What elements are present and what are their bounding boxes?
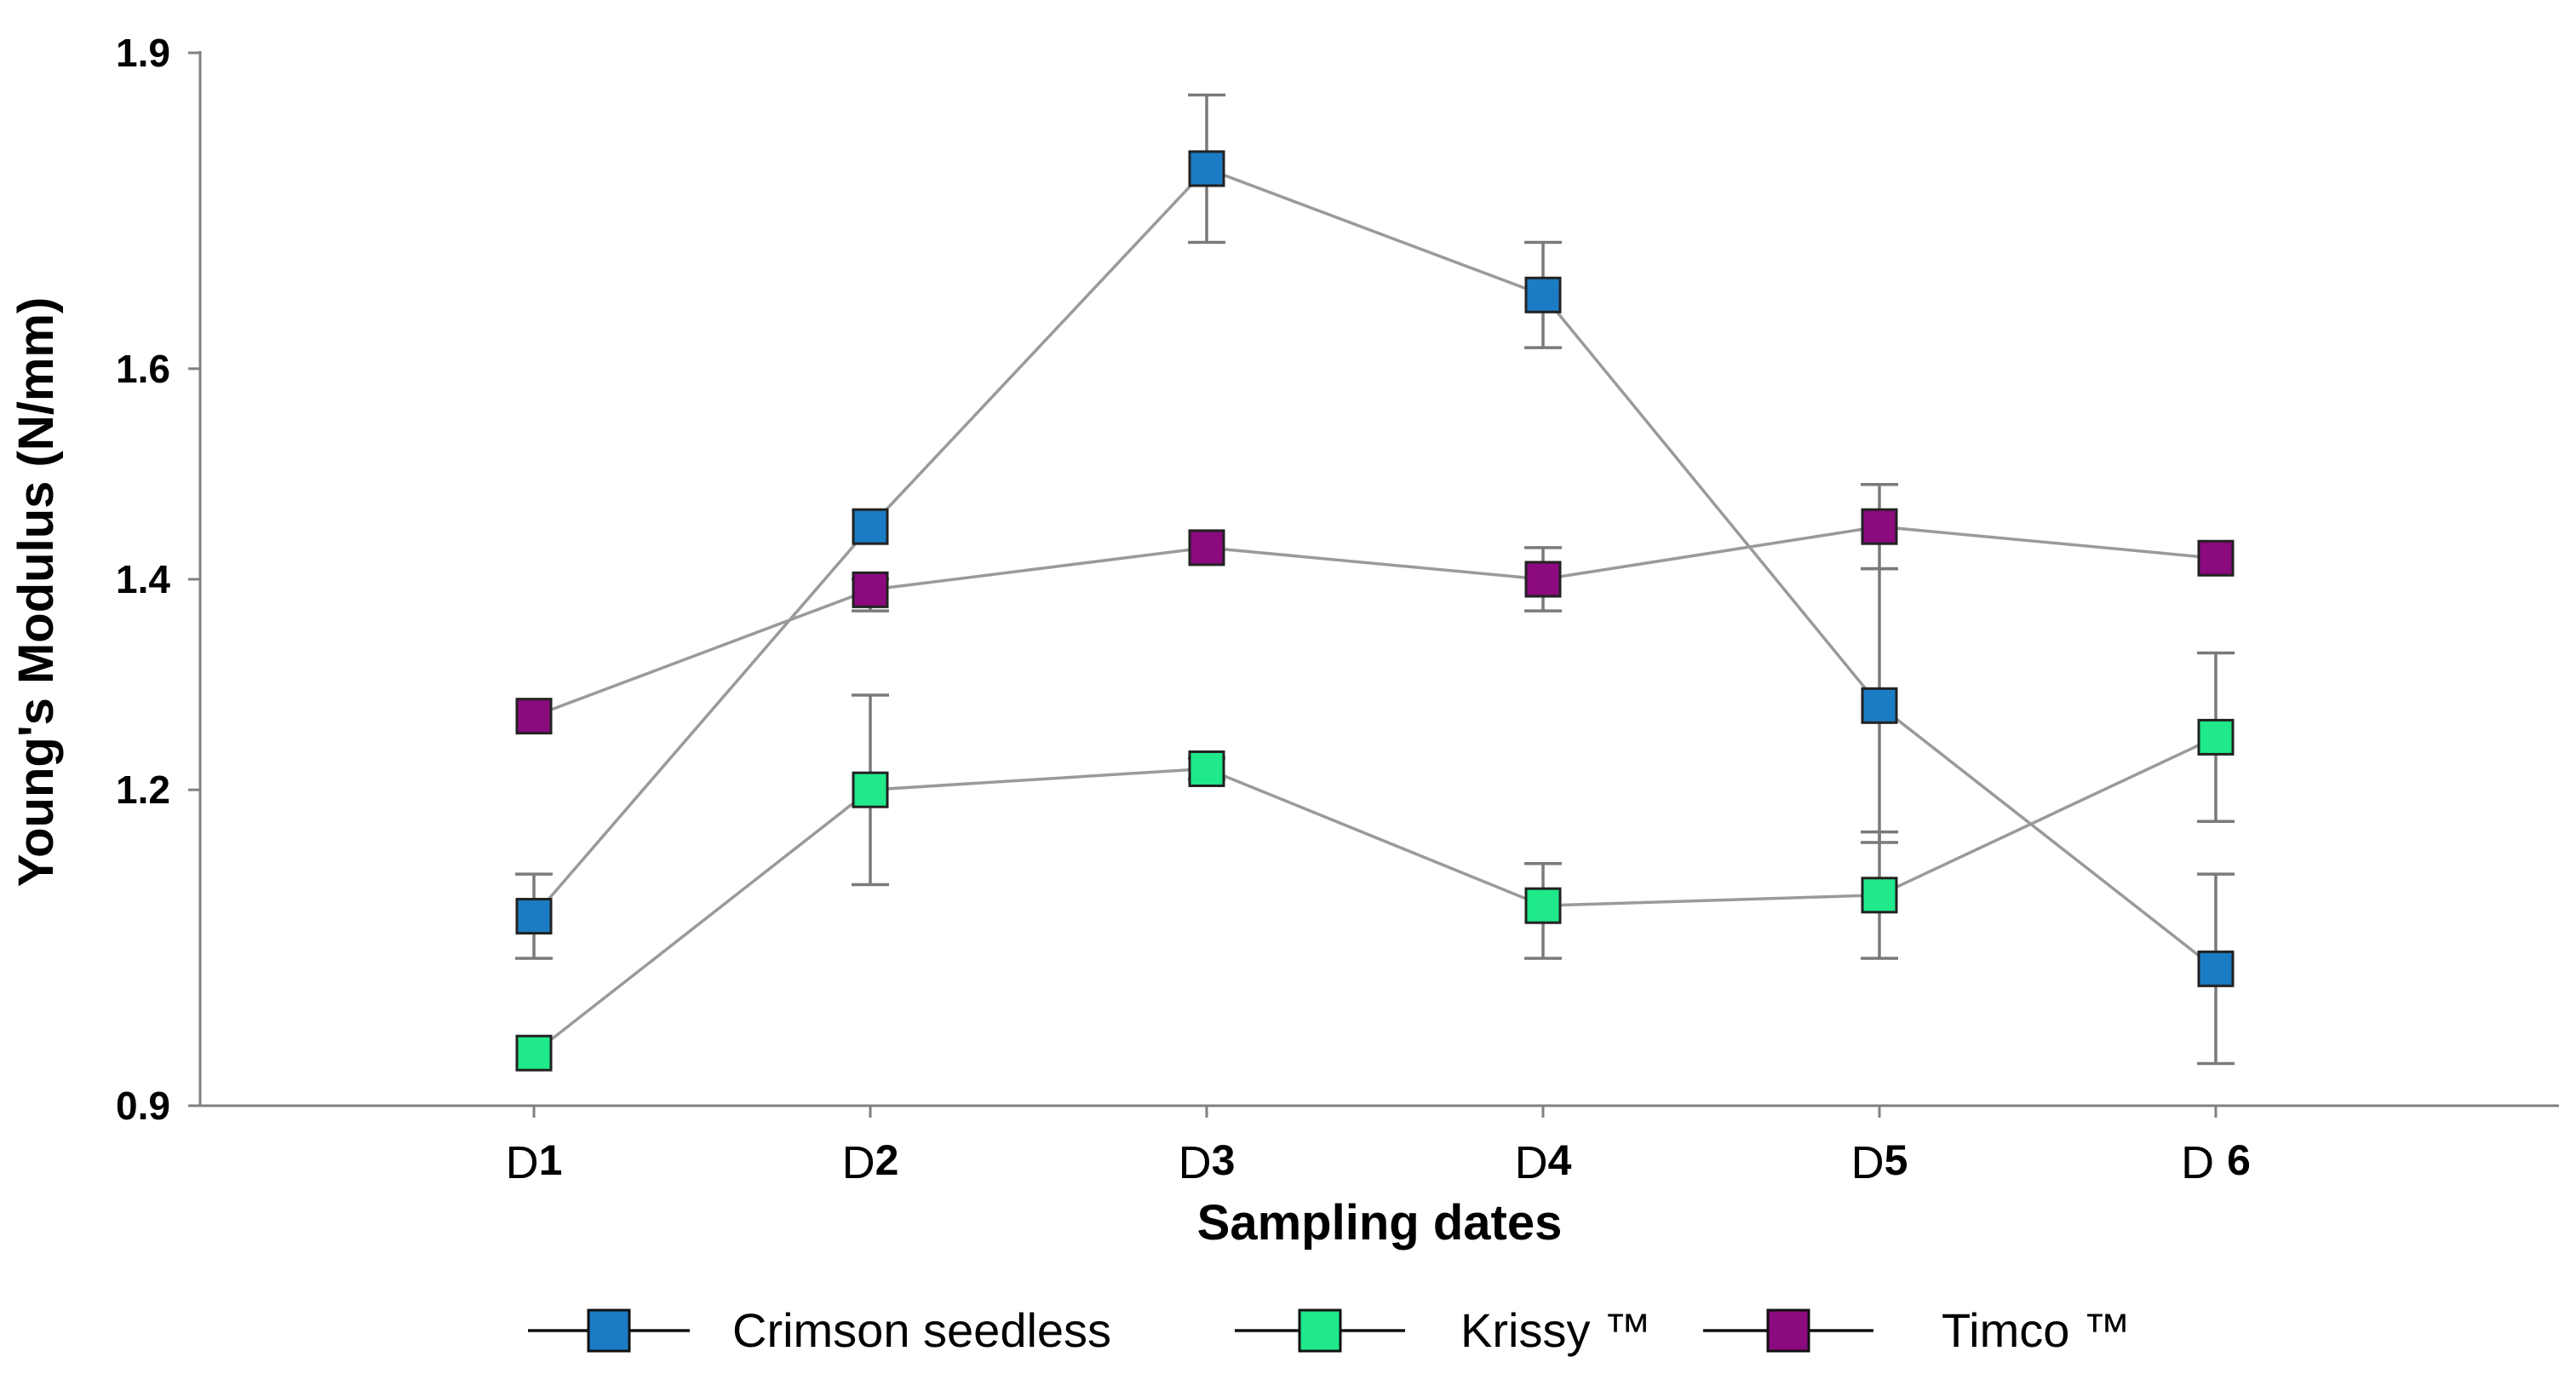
legend-swatch (1766, 1308, 1810, 1353)
y-tick-label: 0.9 (116, 1084, 170, 1128)
series-line (533, 525, 2217, 718)
x-tick-prefix: D (506, 1137, 539, 1188)
x-tick-number: 2 (875, 1136, 899, 1184)
data-point (1524, 276, 1562, 313)
x-tick-number: 3 (1212, 1136, 1236, 1184)
y-tick-label: 1.9 (116, 31, 170, 75)
data-point (1861, 687, 1898, 724)
data-point (1524, 561, 1562, 598)
legend-swatch (1298, 1308, 1342, 1353)
x-tick-number: 4 (1548, 1136, 1572, 1184)
legend-swatch (587, 1308, 631, 1353)
data-point (515, 698, 553, 735)
legend-label: Timco ™ (1942, 1303, 2131, 1357)
x-tick-label: D4 (1515, 1136, 1572, 1188)
x-tick-prefix: D (1515, 1137, 1548, 1188)
y-ticks: 0.9 1.2 1.4 1.6 1.9 (116, 31, 200, 1128)
legend: Crimson seedless Krissy ™ Timco ™ (528, 1303, 2131, 1357)
data-point (852, 571, 889, 608)
x-tick-label: D 6 (2181, 1136, 2251, 1188)
axes (198, 51, 2559, 1107)
x-tick-number: 5 (1885, 1136, 1908, 1184)
x-tick-number: 6 (2227, 1136, 2251, 1184)
data-point (1861, 877, 1898, 914)
data-point (852, 771, 889, 808)
x-tick-label: D5 (1851, 1136, 1908, 1188)
x-tick-label: D3 (1179, 1136, 1236, 1188)
data-point (852, 508, 889, 545)
legend-item-1: Krissy ™ (1235, 1303, 1651, 1357)
data-point (1188, 150, 1225, 187)
x-tick-label: D2 (842, 1136, 899, 1188)
data-point (1188, 750, 1225, 787)
series-1 (515, 651, 2235, 1072)
series-2 (515, 483, 2235, 735)
y-axis-title: Young's Modulus (N/mm) (9, 297, 64, 888)
series-0 (515, 93, 2235, 1066)
x-axis-title: Sampling dates (1197, 1195, 1563, 1251)
data-point (2197, 539, 2235, 577)
y-tick-label: 1.6 (116, 347, 170, 391)
x-tick-prefix: D (2181, 1137, 2227, 1188)
legend-label: Krissy ™ (1460, 1303, 1651, 1357)
legend-item-0: Crimson seedless (528, 1303, 1111, 1357)
data-point (2197, 718, 2235, 756)
legend-label: Crimson seedless (732, 1303, 1111, 1357)
legend-item-2: Timco ™ (1703, 1303, 2131, 1357)
series-line (532, 735, 2217, 1055)
x-tick-prefix: D (1851, 1137, 1885, 1188)
y-tick-label: 1.4 (116, 557, 170, 601)
x-tick-prefix: D (1179, 1137, 1212, 1188)
data-point (1861, 508, 1898, 545)
x-tick-number: 1 (539, 1136, 563, 1184)
series-group (515, 93, 2235, 1072)
x-tick-label: D1 (506, 1136, 563, 1188)
x-ticks: D1 D2 D3 D4 D5 D 6 (506, 1106, 2251, 1188)
data-point (2197, 950, 2235, 987)
series-line (532, 166, 2217, 970)
y-tick-label: 1.2 (116, 768, 170, 812)
data-point (1188, 529, 1225, 566)
data-point (515, 1034, 553, 1072)
data-point (1524, 887, 1562, 924)
x-tick-prefix: D (842, 1137, 875, 1188)
data-point (515, 898, 553, 935)
